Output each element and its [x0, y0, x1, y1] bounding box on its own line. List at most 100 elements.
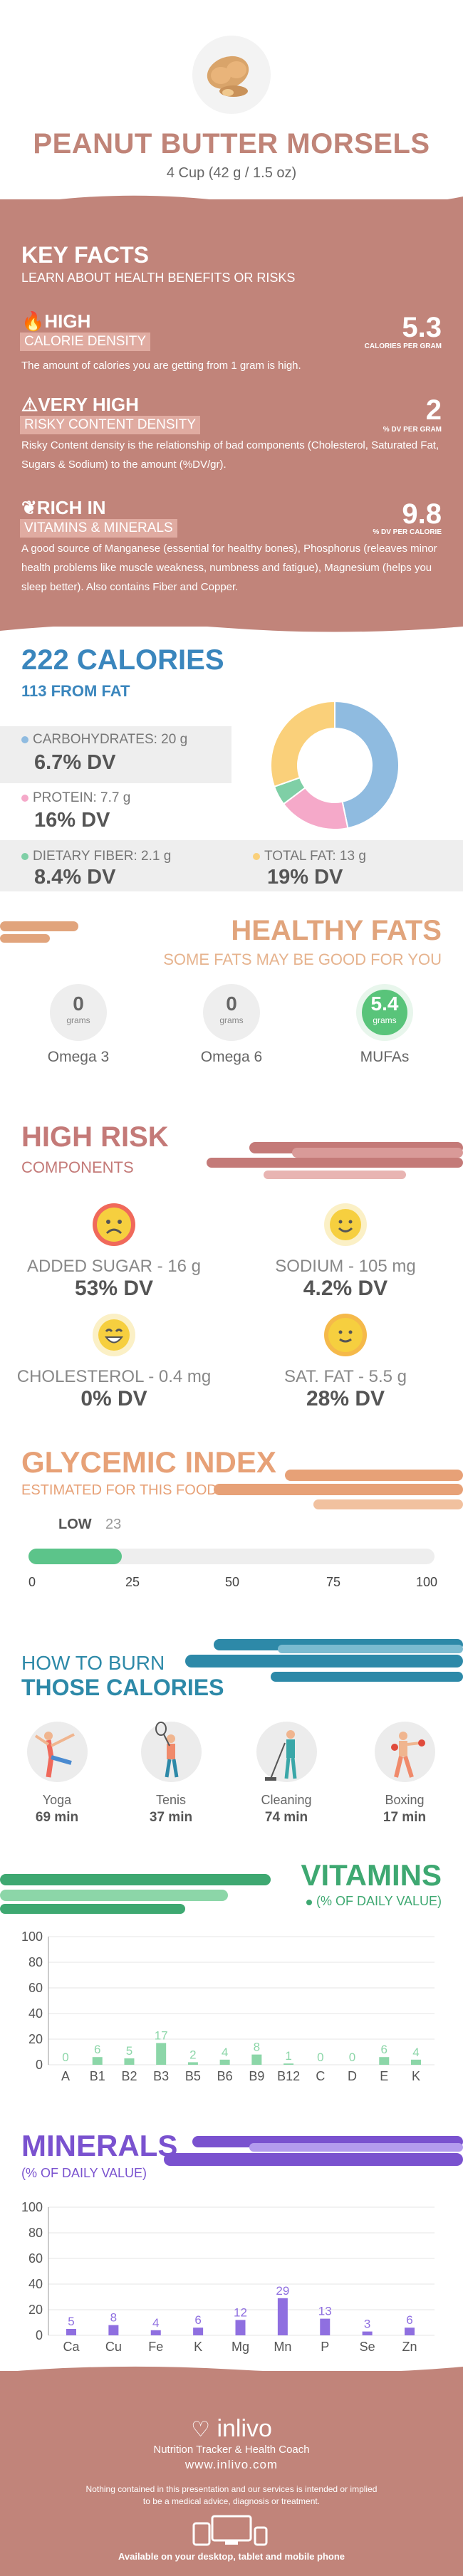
bar-value-label: 6	[94, 2043, 100, 2056]
glycemic-level: LOW	[58, 1517, 92, 1532]
fat-value-circle: 0 grams	[50, 984, 107, 1041]
y-tick-label: 100	[21, 2200, 43, 2214]
minerals-subtitle: (% OF DAILY VALUE)	[21, 2166, 147, 2180]
bar-value-label: 5	[126, 2044, 132, 2058]
fact-description: The amount of calories you are getting f…	[21, 360, 301, 372]
bar	[251, 2054, 262, 2065]
activity-minutes: 69 min	[35, 1810, 79, 1825]
legend-dot	[21, 794, 28, 802]
bar-value-label: 6	[381, 2043, 387, 2056]
bar-value-label: 17	[155, 2028, 168, 2042]
donut-slice-fat	[270, 700, 335, 788]
bar-value-label: 5	[68, 2315, 74, 2328]
legend-dot	[21, 735, 28, 743]
fact-level: 🔥HIGH	[21, 310, 91, 332]
x-tick-label: B9	[249, 2069, 264, 2083]
risk-dv: 0% DV	[80, 1387, 147, 1410]
disclaimer: Nothing contained in this presentation a…	[85, 2484, 378, 2506]
bar-value-label: 4	[412, 2046, 419, 2059]
fat-value-circle: 0 grams	[203, 984, 260, 1041]
brand-logo[interactable]: ♡ inlivo	[191, 2415, 272, 2442]
macro-box	[0, 840, 463, 891]
glycemic-fill	[28, 1549, 123, 1564]
bar-value-label: 6	[406, 2313, 412, 2327]
vitamins-bar-chart: 0 20 40 60 80 100 0 A 6 B1 5 B2 17 B3 2 B5 4 B6 8 B9 1 B12 0 C 0…	[21, 1930, 435, 2083]
risk-name: CHOLESTEROL - 0.4 mg	[16, 1367, 212, 1386]
x-tick-label: B3	[153, 2069, 169, 2083]
x-tick-label: B2	[121, 2069, 137, 2083]
decor-stripes	[0, 921, 78, 943]
vitamins-title: VITAMINS	[301, 1858, 442, 1892]
x-tick-label: Ca	[63, 2340, 80, 2354]
y-tick-label: 20	[28, 2032, 43, 2046]
macro-dv: 8.4% DV	[34, 866, 116, 889]
bullet-icon	[306, 1900, 312, 1905]
devices-icon	[192, 2515, 268, 2546]
leaf-icon: ❦	[21, 497, 37, 518]
healthy-fats-title: HEALTHY FATS	[231, 915, 442, 946]
boxing-icon	[375, 1722, 435, 1782]
fact-description: A good source of Manganese (essential fo…	[21, 543, 437, 593]
grin-face-icon	[93, 1314, 135, 1356]
tennis-icon	[141, 1722, 202, 1782]
y-tick-label: 60	[28, 1981, 43, 1995]
x-tick-label: K	[412, 2069, 420, 2083]
x-tick-label: Mn	[274, 2340, 291, 2354]
activity-minutes: 17 min	[383, 1810, 427, 1825]
fat-value-circle: 5.4 grams	[356, 984, 413, 1041]
x-tick-label: Mg	[232, 2340, 249, 2354]
brand-tagline: Nutrition Tracker & Health Coach	[153, 2444, 310, 2456]
bar	[405, 2328, 415, 2335]
x-tick-label: B6	[217, 2069, 233, 2083]
peanut-logo	[192, 36, 271, 114]
x-tick-label: K	[194, 2340, 202, 2354]
activity-name: Cleaning	[261, 1793, 312, 1807]
burn-title: HOW TO BURN	[21, 1652, 165, 1674]
bar	[156, 2043, 167, 2065]
bar	[193, 2328, 204, 2335]
decor-stripes	[185, 1639, 463, 1682]
burn-title-strong: THOSE CALORIES	[21, 1675, 224, 1700]
healthy-fats-subtitle: SOME FATS MAY BE GOOD FOR YOU	[163, 951, 442, 968]
y-tick-label: 40	[28, 2006, 43, 2021]
activity-name: Yoga	[42, 1793, 72, 1807]
brand-url-link[interactable]: www.inlivo.com	[184, 2458, 279, 2471]
bar-value-label: 13	[318, 2305, 332, 2318]
gi-tick: 100	[416, 1575, 438, 1589]
bar	[283, 2063, 294, 2065]
x-tick-label: B1	[90, 2069, 105, 2083]
macro-label: DIETARY FIBER: 2.1 g	[21, 849, 171, 864]
risk-dv: 53% DV	[74, 1277, 154, 1300]
fact-tag: CALORIE DENSITY	[20, 333, 151, 351]
y-tick-label: 60	[28, 2251, 43, 2266]
y-tick-label: 20	[28, 2303, 43, 2317]
donut-slice-carbs	[334, 700, 400, 829]
fat-highlight	[362, 990, 407, 1035]
high-risk-subtitle: COMPONENTS	[21, 1158, 134, 1176]
y-tick-label: 40	[28, 2277, 43, 2291]
gi-tick: 0	[28, 1575, 36, 1589]
glycemic-title: GLYCEMIC INDEX	[21, 1445, 276, 1479]
bar	[108, 2325, 119, 2335]
minerals-title: MINERALS	[21, 2129, 178, 2162]
key-facts-subtitle: LEARN ABOUT HEALTH BENEFITS OR RISKS	[21, 271, 296, 285]
calories-title: 222 CALORIES	[21, 644, 224, 676]
fact-unit: % DV PER CALORIE	[373, 528, 442, 536]
y-tick-label: 100	[21, 1930, 43, 1944]
bar	[379, 2057, 390, 2065]
fat-value: 0	[73, 993, 84, 1015]
macro-label: CARBOHYDRATES: 20 g	[21, 732, 187, 748]
y-tick-label: 0	[36, 2058, 43, 2072]
bar	[411, 2059, 421, 2065]
macros-donut-chart	[270, 700, 400, 830]
bar	[219, 2059, 230, 2065]
glycemic-value: 23	[105, 1517, 122, 1532]
activity-minutes: 74 min	[264, 1810, 308, 1825]
fact-unit: CALORIES PER GRAM	[364, 342, 442, 350]
fact-value: 5.3	[402, 312, 442, 343]
bar	[235, 2320, 246, 2335]
happy-face-icon	[324, 1203, 367, 1246]
bar	[66, 2329, 76, 2335]
legend-dot	[253, 852, 260, 860]
risk-name: ADDED SUGAR - 16 g	[26, 1257, 202, 1276]
